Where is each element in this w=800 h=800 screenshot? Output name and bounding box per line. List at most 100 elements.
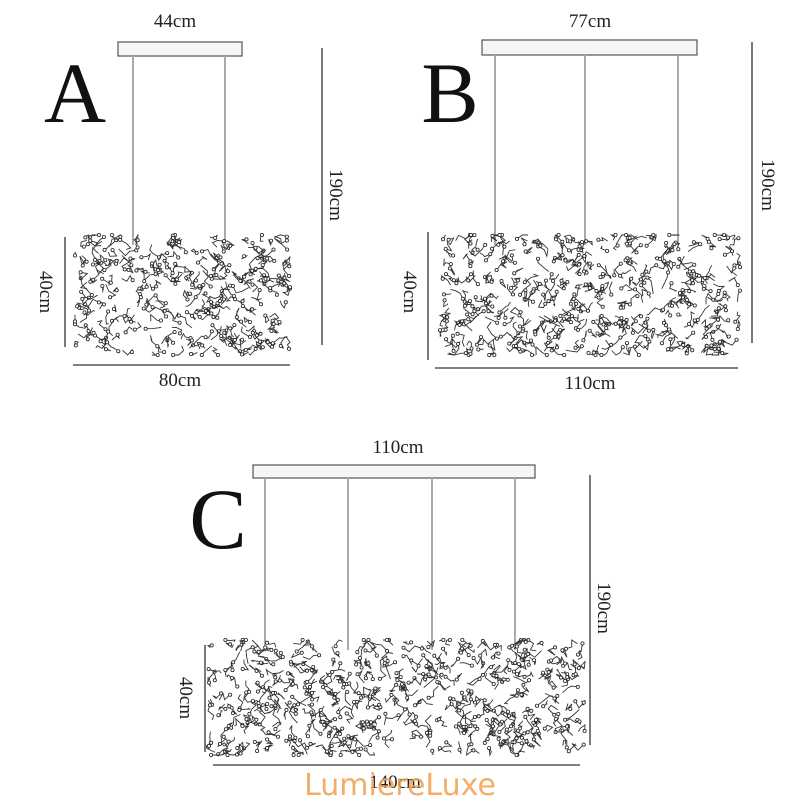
variant-c: C 110cm 190cm 40cm 140cm (175, 437, 614, 793)
crystal (362, 722, 367, 727)
branch (143, 306, 163, 313)
crystal (566, 749, 571, 754)
crystal (555, 693, 560, 698)
crystal (472, 309, 477, 314)
crystal (487, 746, 492, 751)
branch (289, 736, 295, 742)
branch (504, 316, 515, 325)
branch (285, 336, 291, 349)
crystal (554, 289, 559, 294)
branch (565, 639, 578, 650)
crystal (565, 724, 570, 729)
branch (565, 346, 583, 353)
crystal (247, 279, 252, 284)
crystal (384, 638, 389, 643)
crystal (395, 678, 400, 683)
branch (724, 292, 731, 302)
crystal (265, 256, 270, 261)
crystal (85, 242, 90, 247)
branch (230, 714, 241, 728)
crystal (509, 285, 514, 290)
branch (235, 644, 242, 652)
crystal (158, 318, 163, 323)
branch (207, 698, 214, 707)
branch (232, 285, 250, 294)
branch (465, 716, 473, 727)
branch (509, 333, 515, 344)
crystal (726, 235, 731, 240)
crystal (687, 289, 692, 294)
crystal (228, 283, 233, 288)
crystal (644, 243, 649, 248)
crystal (244, 717, 249, 722)
crystal (294, 649, 299, 654)
crystal (374, 653, 379, 658)
branch (626, 343, 632, 356)
branch (381, 651, 394, 665)
branch (600, 316, 609, 324)
crystal (483, 242, 488, 247)
crystal (82, 310, 87, 315)
crystal (518, 310, 523, 315)
crystal (338, 661, 343, 666)
crystal (572, 292, 577, 297)
crystal (708, 289, 713, 294)
crystal (627, 235, 632, 240)
branch (363, 671, 374, 680)
crystal (672, 242, 677, 247)
crystal (722, 252, 727, 257)
branch (640, 284, 648, 297)
branch (217, 302, 231, 311)
crystal (255, 689, 260, 694)
branch (428, 685, 439, 699)
crystal (341, 685, 346, 690)
crystal (532, 658, 537, 663)
branch (255, 711, 266, 725)
crystal (302, 685, 307, 690)
crystal (407, 712, 412, 717)
branch (353, 701, 358, 710)
crystal (233, 297, 238, 302)
crystal (636, 352, 641, 357)
crystal (187, 291, 192, 296)
crystal (194, 310, 199, 315)
crystal (240, 667, 245, 672)
crystal (396, 713, 401, 718)
crystal (627, 302, 632, 307)
branch (549, 291, 558, 304)
branch (570, 237, 582, 244)
branch (503, 660, 509, 675)
crystal (499, 278, 504, 283)
branch (358, 723, 365, 731)
crystal (221, 734, 226, 739)
crystal (263, 645, 268, 650)
crystal (285, 247, 290, 252)
crystal (98, 339, 103, 344)
crystal (73, 253, 78, 258)
branch (488, 352, 496, 356)
branch (373, 687, 382, 695)
crystal (170, 271, 175, 276)
crystal (568, 320, 573, 325)
branch (621, 284, 634, 292)
crystal (454, 281, 459, 286)
crystal (235, 684, 240, 689)
crystal (280, 655, 285, 660)
crystal (563, 661, 568, 666)
crystal (338, 715, 343, 720)
branch (493, 311, 504, 319)
crystal (576, 247, 581, 252)
branch (223, 736, 235, 744)
branch (550, 655, 563, 666)
crystal (475, 282, 480, 287)
crystal (443, 674, 448, 679)
branch (362, 688, 372, 698)
branch (524, 273, 540, 283)
crystal (530, 342, 535, 347)
branch (495, 665, 510, 673)
crystal (176, 313, 181, 318)
branch (484, 672, 494, 685)
branch (563, 234, 574, 240)
branch (512, 321, 519, 334)
crystal (496, 242, 501, 247)
